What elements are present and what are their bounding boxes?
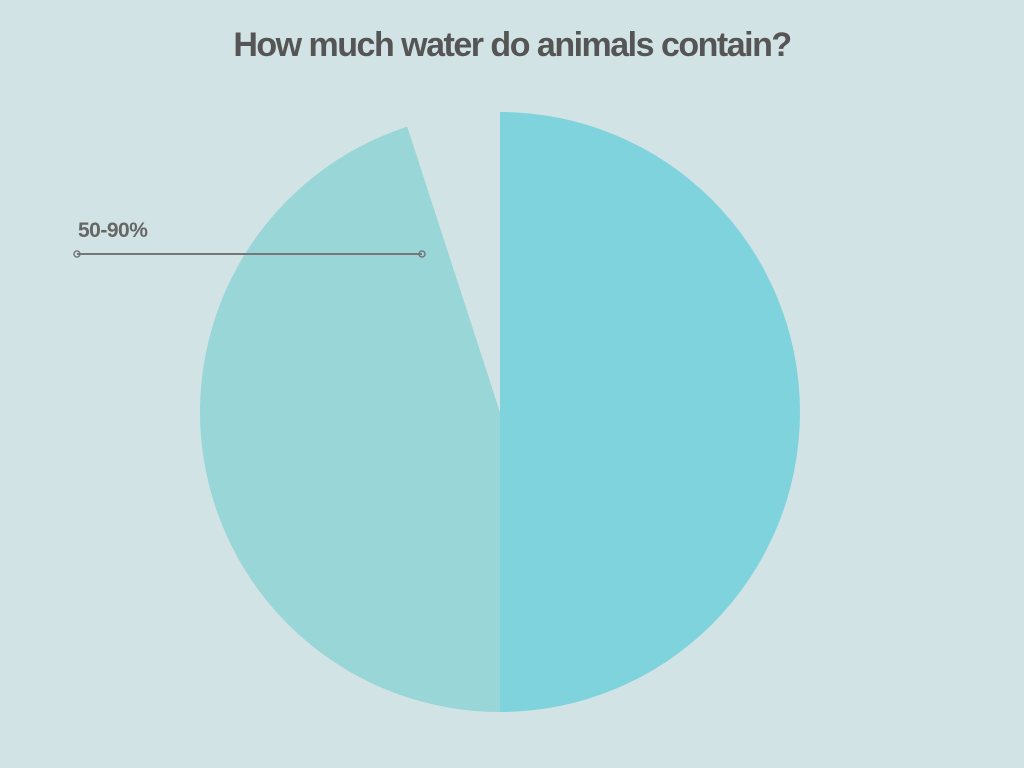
pie-slice [500, 112, 800, 712]
chart-title: How much water do animals contain? [233, 26, 790, 64]
slice-label: 50-90% [78, 219, 148, 242]
leader-dot [73, 250, 81, 258]
pie-slice [407, 112, 500, 412]
pie-slice [199, 126, 500, 712]
leader-dot [418, 250, 426, 258]
